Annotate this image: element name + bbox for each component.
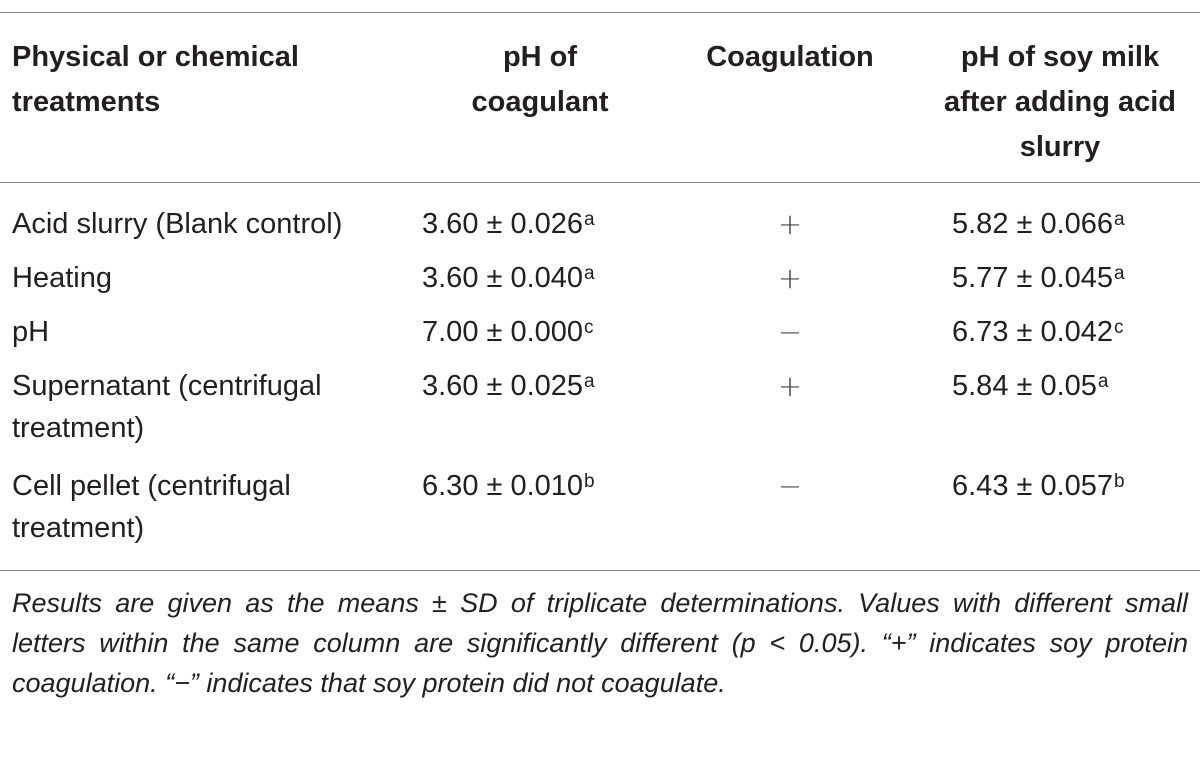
row-ph-soy-milk-letter: b xyxy=(1114,471,1125,492)
row-ph-soy-milk: 6.73 ± 0.042c xyxy=(952,311,1192,353)
row-coagulation: + xyxy=(777,207,803,241)
row-ph-soy-milk-value: 5.82 ± 0.066 xyxy=(952,208,1114,240)
row-coagulation: + xyxy=(777,369,803,403)
row-treatment: Heating xyxy=(12,262,112,294)
row-ph-coagulant-letter: b xyxy=(584,471,595,492)
table-footnote: Results are given as the means ± SD of t… xyxy=(12,588,1188,698)
row-ph-soy-milk: 5.82 ± 0.066a xyxy=(952,203,1192,245)
row-coagulation: − xyxy=(777,469,803,503)
row-treatment: Supernatant (centrifugal treatment) xyxy=(12,370,322,444)
row-ph-coagulant: 3.60 ± 0.026a xyxy=(422,203,652,245)
header-ph-soy-milk: pH of soy milk after adding acid slurry xyxy=(943,41,1177,163)
row-treatment: Cell pellet (centrifugal treatment) xyxy=(12,470,291,544)
row-ph-soy-milk: 5.84 ± 0.05a xyxy=(952,365,1192,407)
row-ph-coagulant-letter: a xyxy=(584,263,595,284)
row-ph-soy-milk-letter: a xyxy=(1114,209,1125,230)
header-ph-coagulant: pH of coagulant xyxy=(471,41,609,118)
row-ph-coagulant-letter: c xyxy=(584,317,594,338)
row-ph-soy-milk-letter: c xyxy=(1114,317,1124,338)
row-ph-soy-milk-letter: a xyxy=(1114,263,1125,284)
row-ph-coagulant-letter: a xyxy=(584,371,595,392)
row-ph-soy-milk: 6.43 ± 0.057b xyxy=(952,465,1192,507)
row-ph-soy-milk: 5.77 ± 0.045a xyxy=(952,257,1192,299)
row-ph-coagulant: 3.60 ± 0.040a xyxy=(422,257,652,299)
header-treatment: Physical or chemical treatments xyxy=(12,41,299,118)
header-rule xyxy=(0,182,1200,183)
row-ph-soy-milk-value: 6.73 ± 0.042 xyxy=(952,316,1114,348)
row-ph-soy-milk-value: 6.43 ± 0.057 xyxy=(952,470,1114,502)
header-coagulation: Coagulation xyxy=(706,41,874,73)
row-treatment: pH xyxy=(12,316,50,348)
row-coagulation: − xyxy=(777,315,803,349)
row-ph-coagulant: 7.00 ± 0.000c xyxy=(422,311,652,353)
row-ph-coagulant-value: 6.30 ± 0.010 xyxy=(422,470,584,502)
row-ph-coagulant-letter: a xyxy=(584,209,595,230)
row-ph-coagulant-value: 3.60 ± 0.025 xyxy=(422,370,584,402)
row-treatment: Acid slurry (Blank control) xyxy=(12,208,343,240)
bottom-rule xyxy=(0,570,1200,571)
row-ph-coagulant-value: 7.00 ± 0.000 xyxy=(422,316,584,348)
row-ph-coagulant: 6.30 ± 0.010b xyxy=(422,465,652,507)
row-ph-coagulant: 3.60 ± 0.025a xyxy=(422,365,652,407)
row-ph-soy-milk-value: 5.84 ± 0.05 xyxy=(952,370,1097,402)
top-rule xyxy=(0,12,1200,13)
row-ph-soy-milk-value: 5.77 ± 0.045 xyxy=(952,262,1114,294)
row-ph-coagulant-value: 3.60 ± 0.040 xyxy=(422,262,584,294)
row-coagulation: + xyxy=(777,261,803,295)
row-ph-soy-milk-letter: a xyxy=(1097,371,1109,392)
row-ph-coagulant-value: 3.60 ± 0.026 xyxy=(422,208,584,240)
